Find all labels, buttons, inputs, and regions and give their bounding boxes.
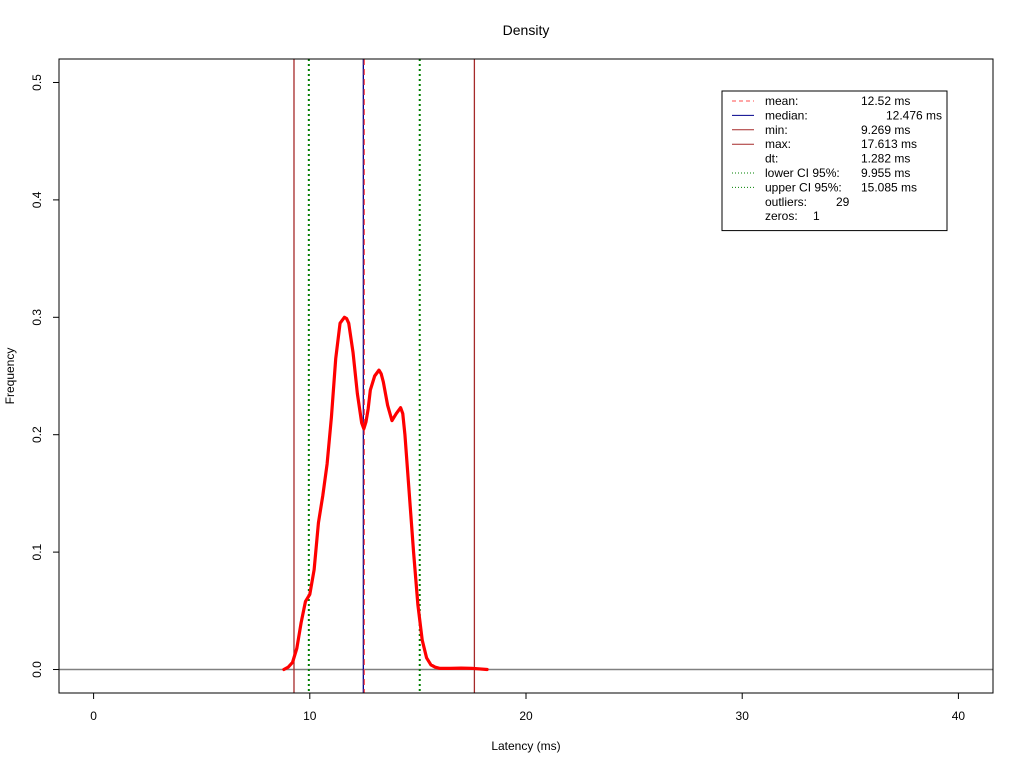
y-axis-title: Frequency bbox=[3, 348, 17, 405]
legend-value-7: 29 bbox=[836, 195, 850, 209]
legend-value-6: 15.085 ms bbox=[861, 180, 917, 194]
y-tick-label-3: 0.3 bbox=[30, 309, 44, 326]
legend-value-4: 1.282 ms bbox=[861, 152, 910, 166]
legend-label-7: outliers: bbox=[765, 195, 807, 209]
y-tick-label-2: 0.2 bbox=[30, 426, 44, 443]
legend-label-1: median: bbox=[765, 108, 808, 122]
x-axis: 0 10 20 30 40 bbox=[90, 692, 966, 723]
legend-value-5: 9.955 ms bbox=[861, 166, 910, 180]
x-tick-label-30: 30 bbox=[736, 709, 750, 723]
y-axis: 0.0 0.1 0.2 0.3 0.4 0.5 bbox=[30, 74, 60, 678]
x-tick-label-10: 10 bbox=[303, 709, 317, 723]
legend-box bbox=[721, 90, 948, 232]
x-tick-label-40: 40 bbox=[952, 709, 966, 723]
legend-label-6: upper CI 95%: bbox=[765, 180, 842, 194]
legend-label-8: zeros: bbox=[765, 209, 798, 223]
y-tick-label-0: 0.0 bbox=[30, 661, 44, 678]
plot-area bbox=[59, 59, 993, 693]
legend-value-3: 17.613 ms bbox=[861, 137, 917, 151]
legend-value-2: 9.269 ms bbox=[861, 123, 910, 137]
legend-label-4: dt: bbox=[765, 152, 778, 166]
legend: mean: 12.52 ms median: 12.476 ms min: 9.269 m… bbox=[721, 90, 948, 232]
x-tick-label-0: 0 bbox=[90, 709, 97, 723]
x-tick-label-20: 20 bbox=[519, 709, 533, 723]
legend-label-0: mean: bbox=[765, 94, 798, 108]
y-tick-label-1: 0.1 bbox=[30, 543, 44, 560]
legend-value-0: 12.52 ms bbox=[861, 94, 910, 108]
legend-value-8: 1 bbox=[813, 209, 820, 223]
legend-label-3: max: bbox=[765, 137, 791, 151]
chart-title: Density bbox=[503, 22, 550, 38]
legend-value-1: 12.476 ms bbox=[886, 108, 942, 122]
legend-label-2: min: bbox=[765, 123, 788, 137]
x-axis-title: Latency (ms) bbox=[491, 739, 560, 753]
y-tick-label-5: 0.5 bbox=[30, 74, 44, 91]
legend-label-5: lower CI 95%: bbox=[765, 166, 840, 180]
y-tick-label-4: 0.4 bbox=[30, 191, 44, 208]
density-curve-0 bbox=[282, 315, 489, 672]
